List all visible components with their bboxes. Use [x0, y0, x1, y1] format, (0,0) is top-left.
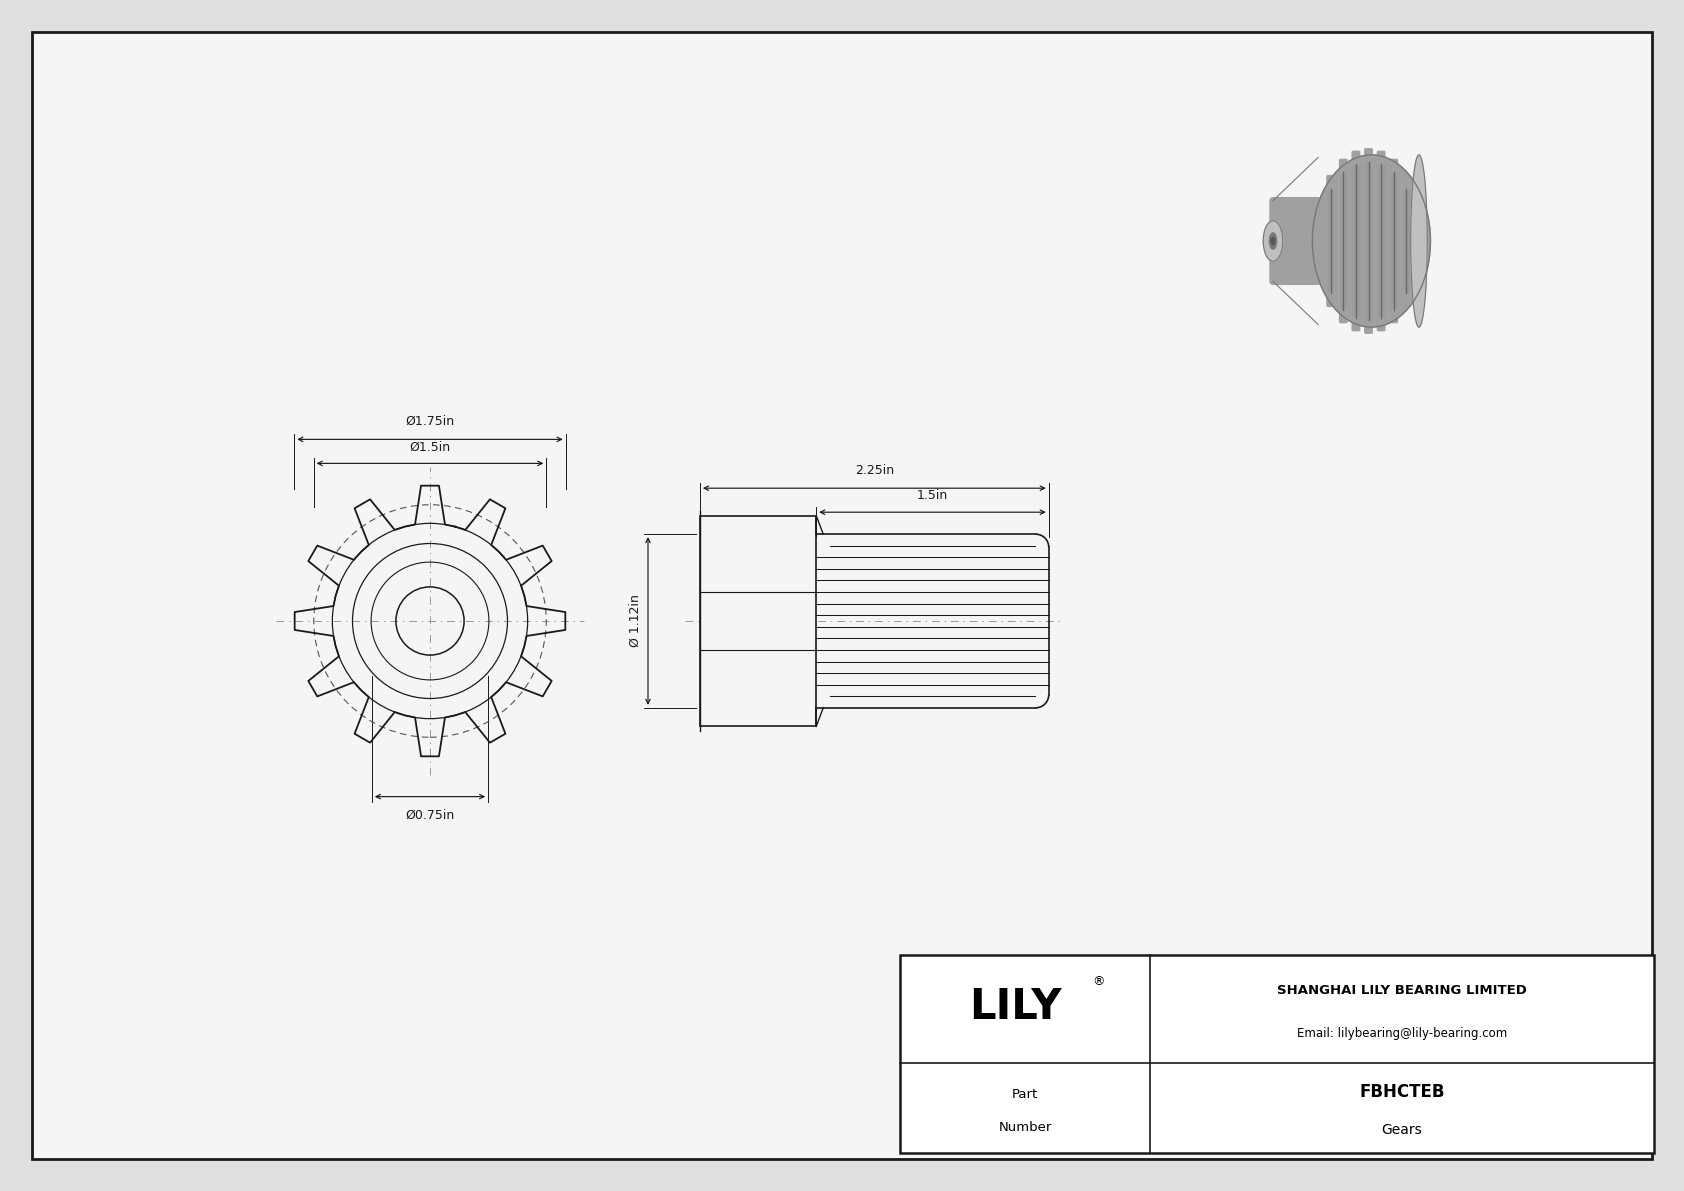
Ellipse shape	[1270, 233, 1276, 249]
Bar	[1391, 173, 1396, 310]
FancyBboxPatch shape	[1352, 151, 1359, 166]
Bar	[1354, 164, 1359, 318]
Text: Email: lilybearing@lily-bearing.com: Email: lilybearing@lily-bearing.com	[1297, 1028, 1507, 1041]
Bar	[1340, 173, 1346, 310]
FancyBboxPatch shape	[1364, 319, 1372, 333]
Text: 1.5in: 1.5in	[916, 490, 948, 503]
Text: Part: Part	[1012, 1089, 1037, 1100]
Bar	[1379, 164, 1384, 318]
Bar	[1403, 188, 1410, 293]
Bar	[1329, 188, 1334, 293]
FancyBboxPatch shape	[1378, 317, 1384, 331]
FancyBboxPatch shape	[1403, 175, 1410, 189]
Bar	[701, 516, 817, 727]
FancyBboxPatch shape	[1339, 308, 1347, 323]
Ellipse shape	[1271, 237, 1275, 244]
FancyBboxPatch shape	[1352, 317, 1359, 331]
Ellipse shape	[1411, 155, 1428, 328]
FancyBboxPatch shape	[1339, 160, 1347, 174]
FancyBboxPatch shape	[1403, 293, 1410, 306]
Text: Ø1.75in: Ø1.75in	[406, 414, 455, 428]
FancyBboxPatch shape	[1389, 160, 1398, 174]
Text: Gears: Gears	[1381, 1123, 1423, 1136]
Text: Ø 1.12in: Ø 1.12in	[628, 594, 642, 648]
Ellipse shape	[1263, 220, 1283, 261]
Text: LILY: LILY	[968, 986, 1061, 1028]
Bar	[899, 955, 1654, 1153]
FancyBboxPatch shape	[1378, 151, 1384, 166]
Text: ®: ®	[1091, 975, 1105, 989]
FancyBboxPatch shape	[1364, 149, 1372, 163]
Text: FBHCTEB: FBHCTEB	[1359, 1083, 1445, 1100]
FancyBboxPatch shape	[1389, 308, 1398, 323]
Text: Number: Number	[999, 1121, 1052, 1134]
FancyBboxPatch shape	[1270, 198, 1322, 285]
Text: 2.25in: 2.25in	[855, 464, 894, 478]
Text: Ø0.75in: Ø0.75in	[406, 809, 455, 822]
Ellipse shape	[1312, 155, 1430, 328]
Bar	[1366, 162, 1371, 320]
Text: Ø1.5in: Ø1.5in	[409, 441, 451, 454]
Text: SHANGHAI LILY BEARING LIMITED: SHANGHAI LILY BEARING LIMITED	[1276, 984, 1527, 997]
FancyBboxPatch shape	[1327, 175, 1334, 189]
FancyBboxPatch shape	[1327, 293, 1334, 306]
